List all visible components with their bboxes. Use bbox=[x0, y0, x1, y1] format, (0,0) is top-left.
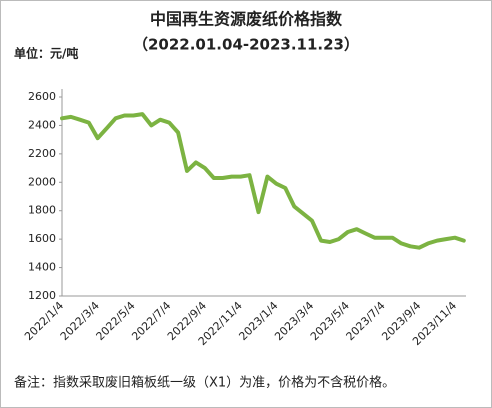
y-tick-label: 2400 bbox=[28, 118, 56, 131]
y-tick-label: 2200 bbox=[28, 147, 56, 160]
y-tick-label: 1200 bbox=[28, 289, 56, 302]
y-tick-label: 2000 bbox=[28, 175, 56, 188]
y-tick-label: 1400 bbox=[28, 261, 56, 274]
note: 备注：指数采取废旧箱板纸一级（X1）为准，价格为不含税价格。 bbox=[14, 375, 395, 391]
chart-title: 中国再生资源废纸价格指数 bbox=[150, 10, 343, 29]
y-tick-label: 1600 bbox=[28, 232, 56, 245]
line-series bbox=[60, 112, 466, 250]
y-tick-label: 2600 bbox=[28, 90, 56, 103]
chart-subtitle: （2022.01.04-2023.11.23） bbox=[133, 36, 359, 54]
y-tick-label: 1800 bbox=[28, 204, 56, 217]
unit-label: 单位：元/吨 bbox=[14, 46, 78, 61]
